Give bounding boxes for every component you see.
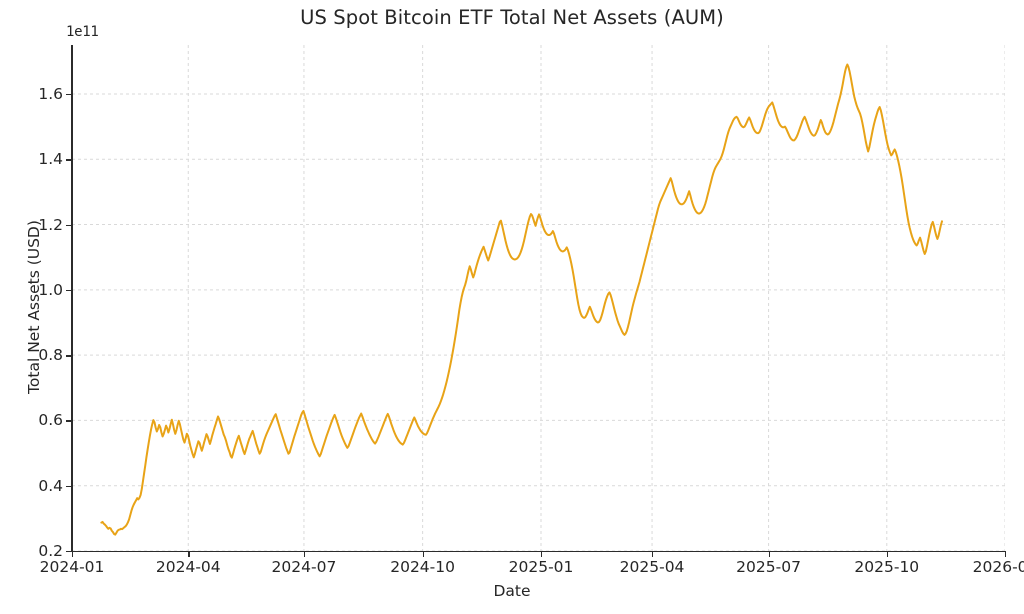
x-tick-label: 2024-01: [39, 558, 105, 576]
x-tick-mark: [541, 551, 543, 557]
y-tick-mark: [66, 224, 72, 226]
x-tick-label: 2025-04: [619, 558, 685, 576]
x-gridlines: [72, 45, 1005, 551]
y-tick-mark: [66, 93, 72, 96]
x-tick-mark: [72, 551, 74, 557]
y-gridlines: [72, 93, 1005, 551]
x-tick-mark: [1005, 551, 1007, 557]
x-tick-mark: [652, 551, 654, 557]
y-tick-label: 0.6: [38, 411, 63, 430]
x-tick-mark: [768, 551, 770, 557]
y-axis-offset-label: 1e11: [66, 24, 99, 40]
y-tick-label: 0.4: [38, 476, 63, 495]
x-tick-mark: [886, 551, 889, 557]
x-tick-mark: [303, 551, 306, 557]
plot-area: [72, 45, 1005, 551]
y-tick-label: 1.6: [38, 84, 63, 103]
series-line-total-net-assets: [100, 63, 944, 536]
y-tick-label: 1.4: [38, 150, 63, 169]
x-tick-mark: [422, 551, 424, 557]
plot-canvas: [72, 45, 1005, 551]
y-tick-label: 1.0: [38, 280, 63, 299]
x-tick-label: 2024-04: [155, 558, 221, 576]
x-tick-label: 2024-10: [390, 558, 455, 576]
y-axis-tick-labels: 0.2 0.4 0.6 0.8 1.0 1.2 1.4 1.6: [0, 0, 63, 614]
x-tick-label: 2025-10: [854, 558, 920, 576]
x-tick-mark: [188, 551, 190, 557]
y-axis-title: Total Net Assets (USD): [25, 220, 43, 394]
x-tick-label: 2024-07: [271, 558, 337, 576]
y-tick-mark: [66, 159, 72, 161]
y-tick-mark: [66, 289, 72, 292]
x-tick-label: 2025-01: [508, 558, 574, 576]
y-tick-mark: [66, 355, 72, 357]
x-tick-label: 2026-01: [972, 558, 1024, 576]
y-tick-label: 0.2: [38, 542, 63, 560]
y-tick-mark: [66, 420, 72, 422]
y-axis-spine: [71, 45, 73, 552]
y-tick-label: 1.2: [38, 215, 63, 234]
x-axis-spine: [71, 550, 1006, 553]
x-tick-label: 2025-07: [736, 558, 801, 576]
x-axis-title: Date: [493, 582, 531, 600]
chart-title: US Spot Bitcoin ETF Total Net Assets (AU…: [300, 6, 724, 29]
y-tick-mark: [66, 551, 72, 553]
y-tick-label: 0.8: [38, 346, 63, 365]
y-tick-mark: [66, 485, 72, 488]
